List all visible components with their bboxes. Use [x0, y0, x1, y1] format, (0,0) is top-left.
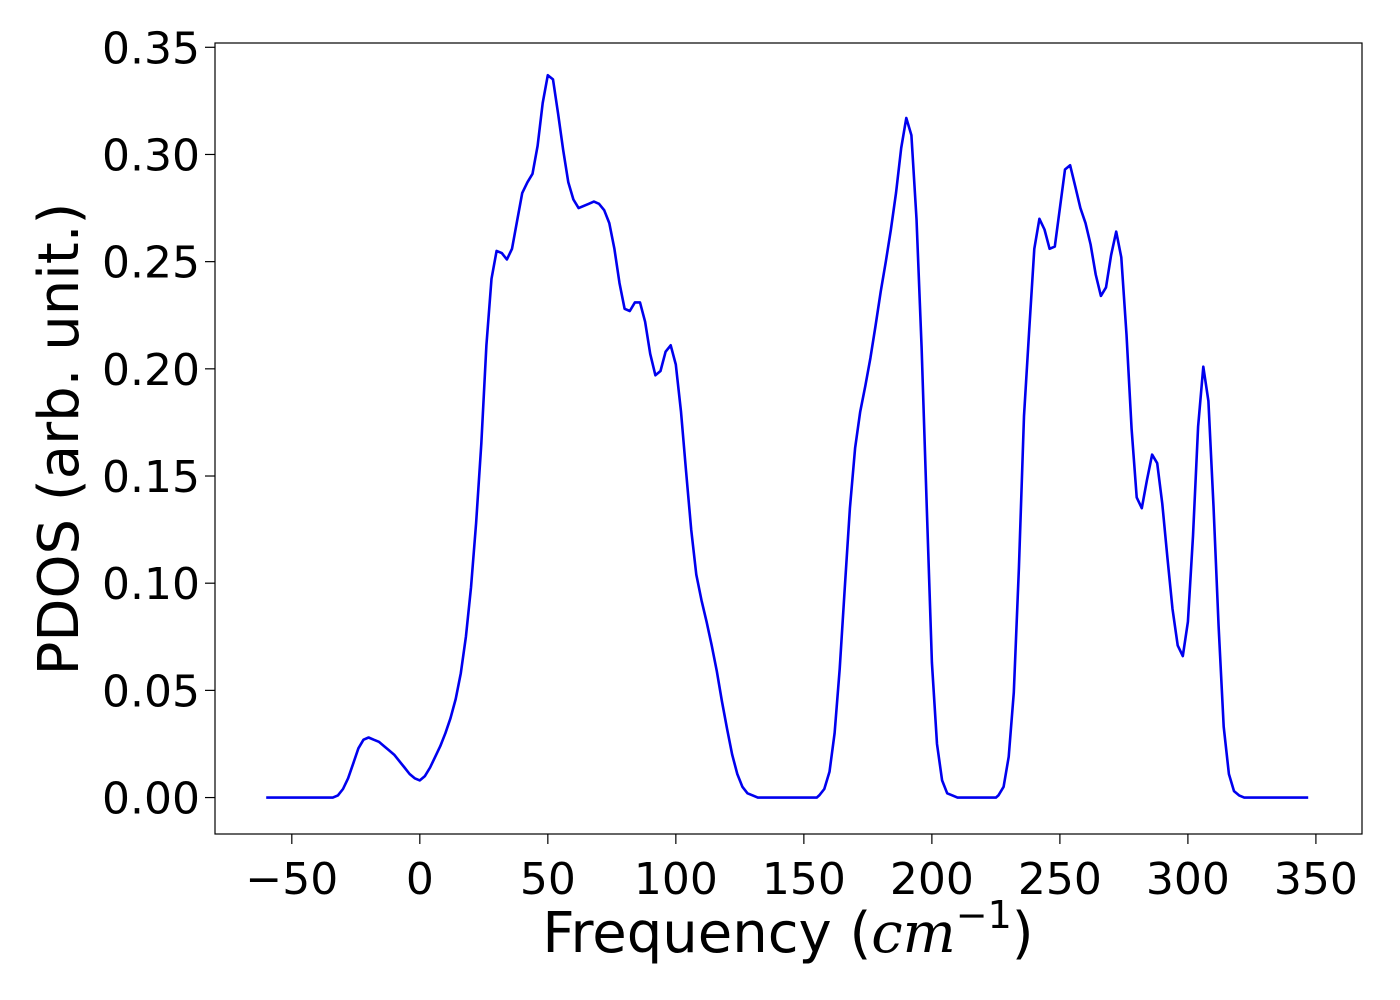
x-axis-label-main: Frequency (	[542, 901, 871, 966]
x-tick-label: −50	[245, 854, 338, 905]
x-tick-label: 50	[520, 854, 576, 905]
y-tick-label: 0.10	[102, 559, 200, 610]
y-tick-label: 0.05	[102, 666, 200, 717]
x-axis-label-unit: cm	[871, 901, 955, 966]
y-tick-label: 0.30	[102, 130, 200, 181]
series-line-0	[266, 73, 1309, 799]
x-tick-label: 350	[1274, 854, 1358, 905]
x-axis-label-close: )	[1012, 901, 1034, 966]
y-tick-label: 0.35	[102, 23, 200, 74]
x-tick-label: 0	[406, 854, 434, 905]
x-tick-label: 300	[1146, 854, 1230, 905]
y-axis-label: PDOS (arb. unit.)	[27, 203, 92, 676]
y-tick-label: 0.15	[102, 452, 200, 503]
x-tick-label: 150	[762, 854, 846, 905]
x-tick-label: 250	[1018, 854, 1102, 905]
x-tick-label: 100	[634, 854, 718, 905]
plot-area-frame	[214, 42, 1363, 835]
y-tick-label: 0.00	[102, 774, 200, 825]
x-axis-label: Frequency (cm−1)	[542, 893, 1033, 966]
x-axis-label-exponent: −1	[956, 893, 1012, 937]
x-tick-label: 200	[890, 854, 974, 905]
y-tick-label: 0.20	[102, 345, 200, 396]
y-tick-label: 0.25	[102, 238, 200, 289]
